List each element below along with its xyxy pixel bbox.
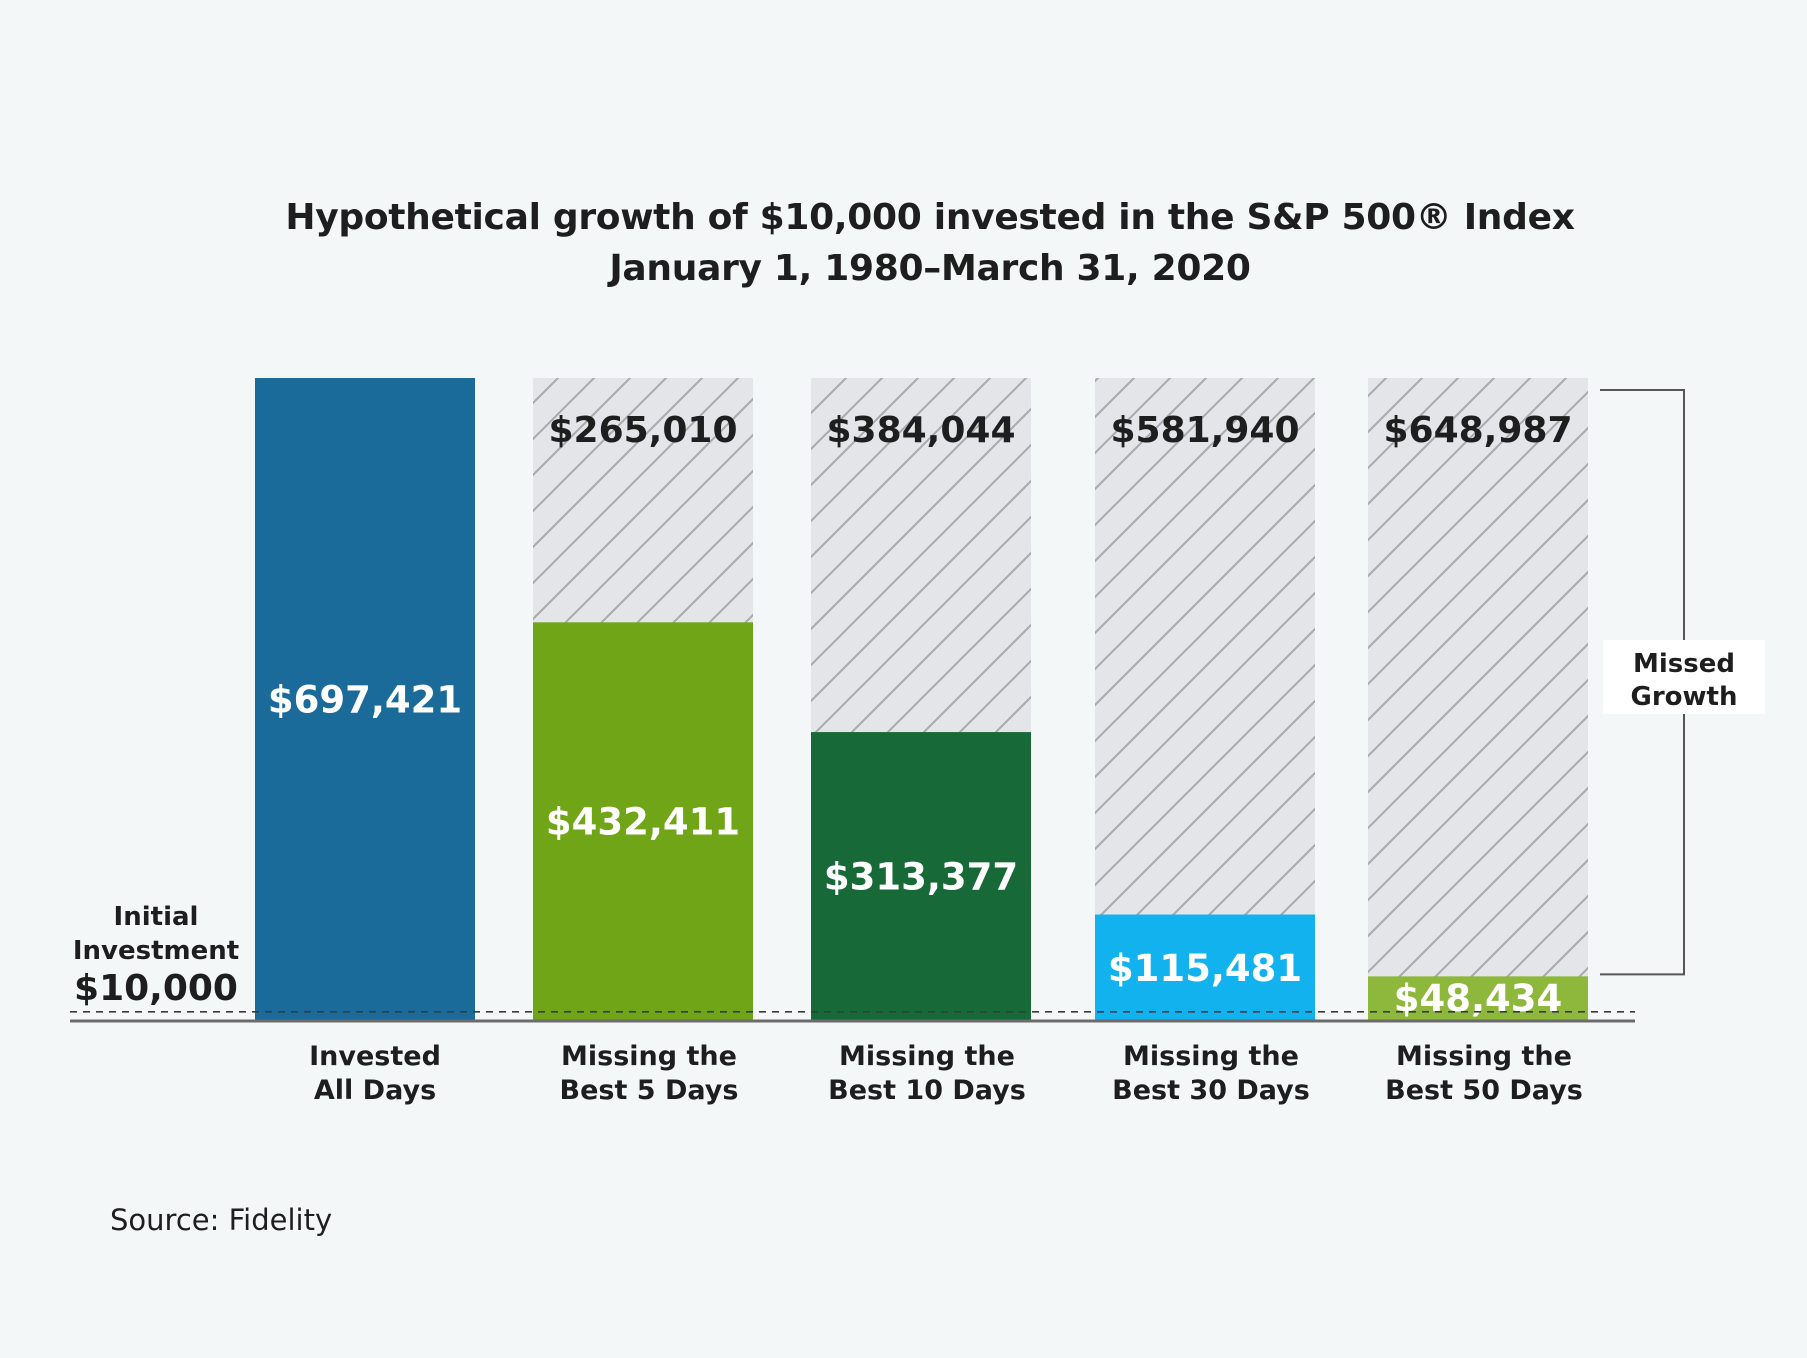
missed-bar-hatch <box>1095 378 1315 1021</box>
bar <box>533 622 753 1021</box>
bar <box>1095 914 1315 1021</box>
bar-value-label: $115,481 <box>1108 947 1302 990</box>
category-label: Missing the Best 5 Days <box>560 1041 739 1106</box>
bar <box>811 732 1031 1021</box>
category-label-line: Best 30 Days <box>1112 1075 1310 1106</box>
missed-bar-hatch <box>1368 378 1588 1021</box>
category-label: Missing the Best 30 Days <box>1112 1041 1310 1106</box>
category-label: Missing the Best 50 Days <box>1385 1041 1583 1106</box>
chart-title: Hypothetical growth of $10,000 invested … <box>0 192 1807 294</box>
missed-value-label: $265,010 <box>548 410 737 451</box>
initial-investment-amount: $10,000 <box>74 968 238 1009</box>
bar-value-label: $432,411 <box>546 801 740 844</box>
category-label-line: Best 50 Days <box>1385 1075 1583 1106</box>
bar <box>255 378 475 1021</box>
chart-title-line: Hypothetical growth of $10,000 invested … <box>285 197 1575 238</box>
category-label: Missing the Best 10 Days <box>828 1041 1026 1106</box>
bar-value-label: $313,377 <box>824 856 1018 899</box>
category-label: Invested All Days <box>309 1041 441 1106</box>
missed-growth-label: Missed <box>1633 649 1735 679</box>
category-label-line: Missing the <box>561 1041 737 1072</box>
missed-growth-label: Growth <box>1631 682 1738 712</box>
bars-group: $697,421 Invested All Days $265,010 $432,411… <box>255 378 1588 1106</box>
category-label-line: Missing the <box>1123 1041 1299 1072</box>
category-label-line: All Days <box>314 1075 436 1106</box>
bar <box>1368 976 1588 1021</box>
initial-investment-label: Initial <box>114 902 199 932</box>
category-label-line: Invested <box>309 1041 441 1072</box>
bar-value-label: $697,421 <box>268 679 462 722</box>
missed-value-label: $581,940 <box>1110 410 1299 451</box>
category-label-line: Best 10 Days <box>828 1075 1026 1106</box>
source-note: Source: Fidelity <box>110 1203 333 1237</box>
initial-investment-label: Investment <box>73 936 239 966</box>
bar-value-label: $48,434 <box>1394 977 1563 1020</box>
missed-growth-label-bg <box>1603 640 1765 714</box>
missed-value-label: $648,987 <box>1383 410 1572 451</box>
category-label-line: Missing the <box>839 1041 1015 1072</box>
missed-value-label: $384,044 <box>826 410 1015 451</box>
category-label-line: Best 5 Days <box>560 1075 739 1106</box>
chart-subtitle: January 1, 1980–March 31, 2020 <box>609 248 1251 289</box>
category-label-line: Missing the <box>1396 1041 1572 1072</box>
